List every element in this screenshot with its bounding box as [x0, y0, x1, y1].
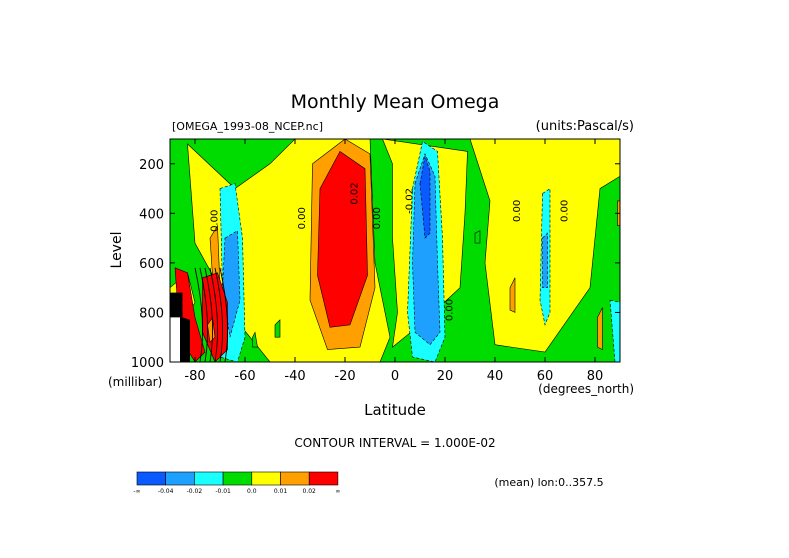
contour-line [194, 267, 204, 363]
contour-interval: CONTOUR INTERVAL = 1.000E-02 [294, 436, 495, 450]
file-label: [OMEGA_1993-08_NCEP.nc] [172, 120, 323, 133]
x-tick-label: 20 [437, 369, 454, 384]
contour-label: 0.00 [210, 210, 221, 232]
legend-label: ∞ [335, 488, 340, 495]
y-tick-label: 200 [139, 158, 164, 173]
contour-region-19 [509, 277, 516, 313]
x-axis-units: (degrees_north) [538, 382, 634, 396]
y-tick-label: 400 [139, 207, 164, 222]
y-tick-label: 800 [139, 306, 164, 321]
legend-label: -0.02 [187, 488, 203, 495]
contour-label: 0.00 [372, 207, 383, 229]
chart-title: Monthly Mean Omega [291, 91, 500, 113]
contour-label: 0.00 [560, 200, 571, 222]
legend-swatch [222, 471, 253, 486]
x-tick-label: 80 [587, 369, 604, 384]
x-axis-label: Latitude [364, 401, 426, 419]
x-tick-label: -80 [184, 369, 205, 384]
legend-swatch [280, 471, 310, 486]
x-tick-label: -20 [334, 369, 355, 384]
contour-label: 0.00 [512, 200, 523, 222]
contour-region-6 [317, 150, 368, 328]
legend-label: -0.04 [158, 488, 174, 495]
x-tick-label: 60 [537, 369, 554, 384]
color-legend: -∞ -0.04 -0.02 -0.01 0.0 0.01 0.02 ∞ [133, 471, 340, 495]
contour-region-20 [597, 307, 603, 351]
contour-region-27 [170, 317, 180, 362]
legend-swatch [136, 471, 167, 486]
contour-region-23 [274, 319, 281, 338]
contour-line [199, 267, 209, 363]
contour-label: -0.02 [405, 188, 416, 214]
contour-region-15 [419, 156, 431, 239]
legend-label: 0.0 [247, 488, 257, 495]
contour-line [219, 267, 229, 363]
x-tick-label: 40 [487, 369, 504, 384]
contour-line [204, 267, 214, 363]
legend-swatch [194, 471, 224, 486]
legend-label: -∞ [133, 488, 140, 495]
contour-region-24 [252, 331, 258, 348]
contour-regions [169, 138, 621, 363]
x-axis-ticks: -80 -60 -40 -20 0 20 40 60 80 [184, 139, 603, 384]
legend-swatch [308, 471, 339, 486]
units-label: (units:Pascal/s) [536, 119, 634, 134]
contour-label: 0.00 [297, 207, 308, 229]
contour-region-25 [609, 299, 621, 363]
y-axis-label: Level [109, 232, 125, 269]
y-axis-ticks: 200 400 600 800 1000 [131, 158, 620, 371]
y-axis-units: (millibar) [108, 375, 162, 389]
contour-label: 0.02 [350, 182, 361, 204]
y-tick-label: 1000 [131, 356, 164, 371]
legend-swatch [251, 471, 281, 486]
contour-line [214, 267, 224, 363]
contour-region-22 [474, 230, 481, 244]
x-tick-label: -40 [284, 369, 305, 384]
contour-region-17 [542, 232, 548, 289]
contour-labels: 0.00 0.00 0.02 0.00 -0.02 0.00 0.00 0.00 [210, 182, 571, 321]
legend-label: 0.01 [274, 488, 288, 495]
legend-swatch [165, 471, 195, 486]
y-tick-label: 600 [139, 257, 164, 272]
contour-region-18 [207, 316, 216, 343]
contour-line [209, 267, 219, 363]
x-tick-label: 0 [391, 369, 399, 384]
legend-label: 0.02 [303, 488, 317, 495]
contour-label: 0.00 [445, 299, 456, 321]
x-tick-label: -60 [234, 369, 255, 384]
contour-region-14 [412, 153, 441, 346]
legend-label: -0.01 [215, 488, 231, 495]
mean-label: (mean) lon:0..357.5 [494, 476, 603, 489]
